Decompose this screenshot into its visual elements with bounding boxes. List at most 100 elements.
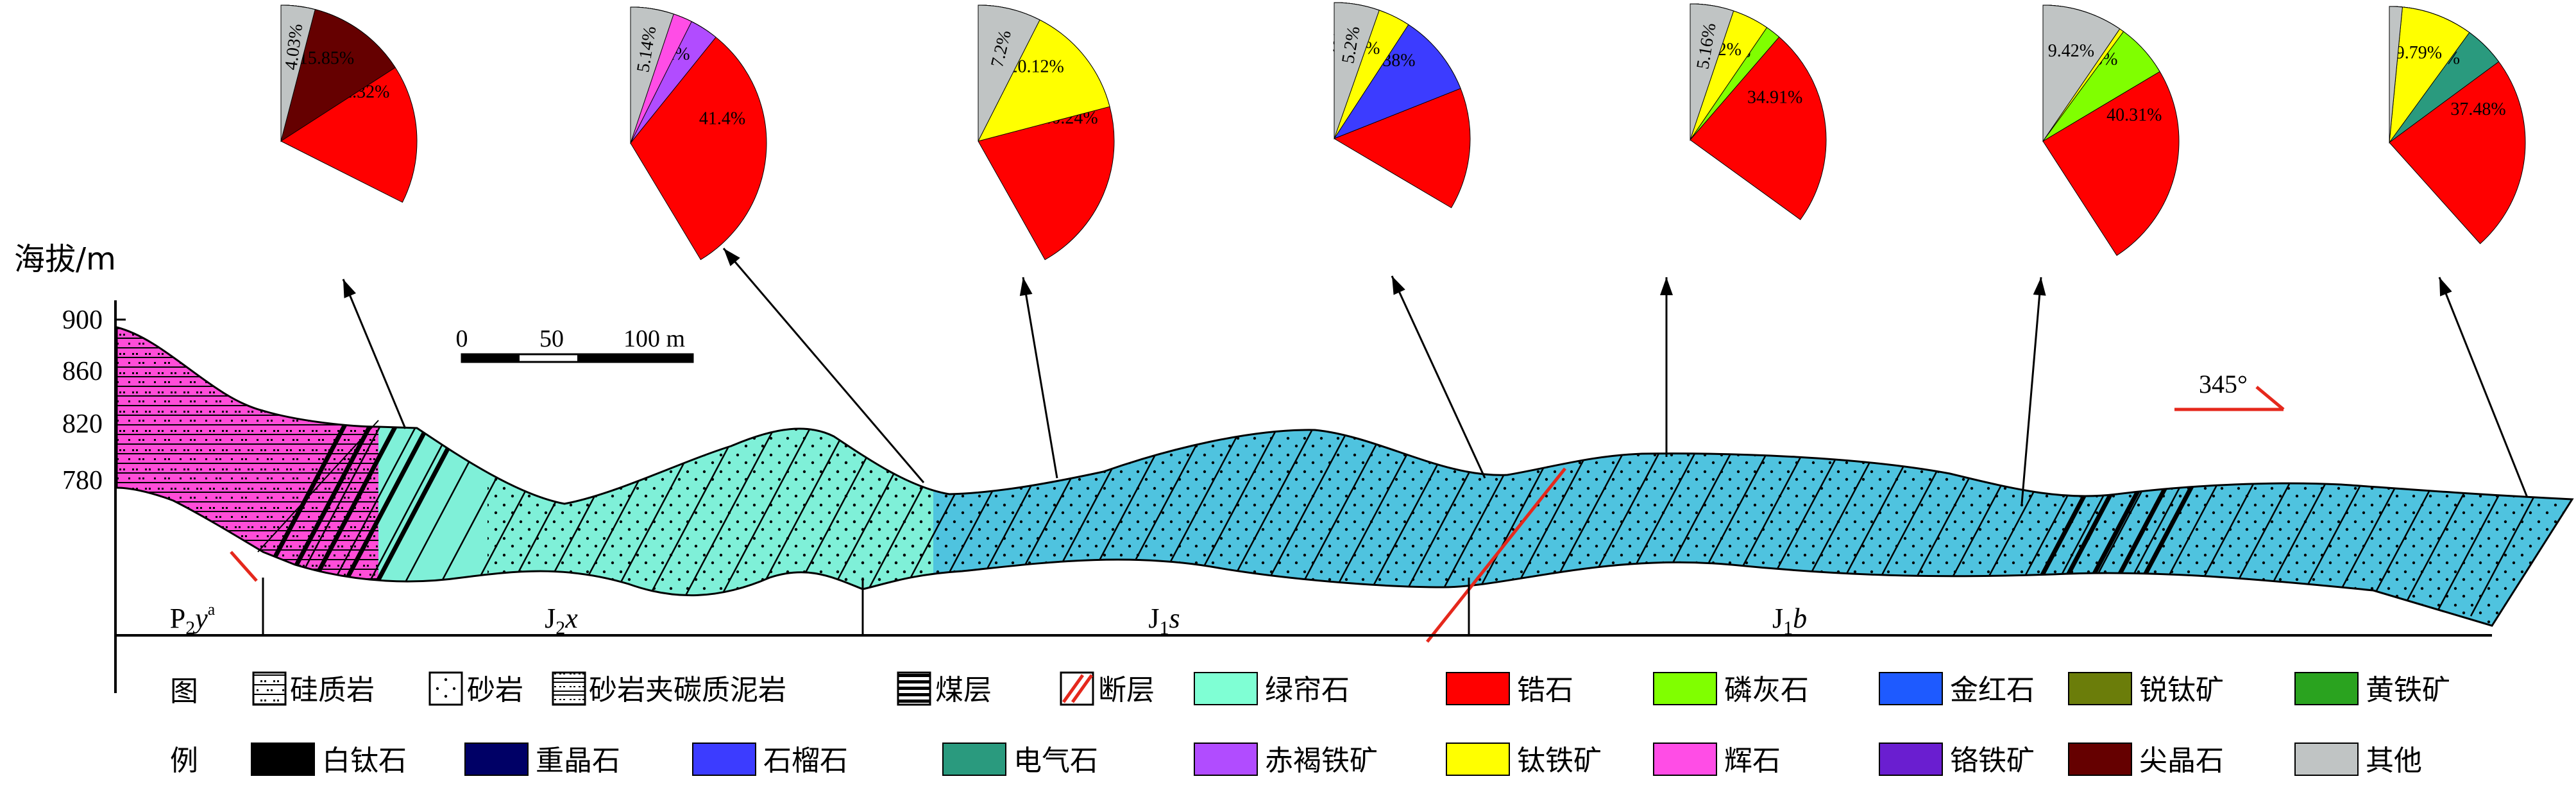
legend-swatch-zircon	[1446, 672, 1510, 705]
legend-swatch-tourmaline	[942, 743, 1006, 776]
legend: 图 例 硅质岩 砂岩 砂岩夹碳质泥岩 煤层 断层 绿帘石 锆石 磷灰石 金红石 锐钛矿 黄…	[170, 671, 2450, 777]
legend-swatch-leucoxene	[251, 743, 315, 776]
legend-label-pyroxene: 辉石	[1724, 744, 1781, 777]
orientation-label: 345°	[2199, 370, 2248, 399]
axis-tick-label: 780	[62, 466, 103, 495]
legend-label-spinel: 尖晶石	[2139, 744, 2224, 777]
fault-line-2	[1426, 467, 1566, 643]
legend-swatch-pyrite	[2294, 672, 2359, 705]
pie-slice-other	[2389, 6, 2403, 143]
formation-label-p2y: P2ya	[170, 600, 216, 639]
leader-line	[342, 279, 407, 429]
legend-title-2: 例	[170, 744, 198, 777]
pie-slice-other	[630, 6, 674, 144]
unit-p2y-silicite	[117, 327, 378, 584]
formation-label-j2x: J2x	[545, 603, 578, 639]
bedding-line	[674, 397, 792, 617]
legend-label-chromite: 铬铁矿	[1950, 744, 2035, 777]
legend-swatch-anatase	[2068, 672, 2132, 705]
legend-silicite-swatch	[252, 671, 287, 706]
fault-line-1	[230, 551, 258, 582]
scale-label-50: 50	[539, 325, 564, 352]
p2y-j2x-contact	[257, 420, 379, 553]
formation-label-j1s: J1s	[1148, 603, 1180, 639]
pie-chart-1: 32.32%11.48%3.38%2.94%7.53%3.21%5.69%2.3…	[278, 4, 418, 203]
section-outline	[115, 326, 2574, 627]
scale-bar: 0 50 100 m	[456, 325, 694, 363]
pie-data-label: 37.48%	[2450, 99, 2505, 119]
legend-swatch-rutile	[1879, 672, 1943, 705]
legend-swatch-apatite	[1653, 672, 1717, 705]
formation-labels: P2ya J2x J1s J1b	[170, 600, 1807, 639]
legend-sandstone-swatch	[428, 671, 463, 706]
leader-line	[722, 248, 925, 483]
legend-silicite-label: 硅质岩	[290, 674, 375, 707]
legend-swatch-other	[2294, 743, 2359, 776]
scale-label-100: 100 m	[623, 325, 685, 352]
orientation-indicator: 345°	[2174, 370, 2285, 411]
pie-chart-7: 37.48%7.64%6.06%3.08%7.92%14.54%7%9.79%	[2387, 6, 2526, 245]
pie-slice-other	[280, 4, 316, 142]
arrow-head	[2033, 277, 2046, 296]
legend-title-1: 图	[170, 675, 198, 708]
legend-label-leucoxene: 白钛石	[322, 744, 407, 777]
pie-slice-other	[1690, 3, 1734, 141]
legend-label-rutile: 金红石	[1950, 674, 2035, 707]
scale-label-0: 0	[456, 325, 468, 352]
arrow-head	[724, 248, 740, 266]
pie-data-label: 34.91%	[1747, 88, 1802, 108]
leader-arrows	[342, 248, 2529, 504]
legend-label-epidote: 绿帘石	[1265, 674, 1350, 707]
arrow-head	[1660, 277, 1673, 295]
legend-label-pyrite: 黄铁矿	[2366, 674, 2450, 707]
pie-charts: 32.32%11.48%3.38%2.94%7.53%3.21%5.69%2.3…	[278, 2, 2526, 261]
legend-label-apatite: 磷灰石	[1724, 674, 1809, 707]
bedding-line	[709, 397, 827, 617]
legend-sandstone-label: 砂岩	[467, 674, 523, 707]
leader-line	[1022, 277, 1058, 479]
axis-tick-label: 820	[62, 409, 103, 439]
geological-section: P2ya J2x J1s J1b	[115, 326, 2574, 643]
legend-coal-label: 煤层	[935, 674, 992, 707]
legend-label-other: 其他	[2366, 744, 2422, 777]
pie-chart-3: 40.24%7.21%6.41%5.21%3.1%20.12%5.51%7.2%	[977, 4, 1115, 261]
arrow-head	[343, 279, 356, 298]
arrow-head	[1392, 276, 1405, 295]
legend-label-ilmenite: 钛铁矿	[1517, 744, 1602, 777]
legend-sand-shale-swatch	[552, 671, 586, 706]
legend-swatch-hematite	[1194, 743, 1258, 776]
leader-line	[2021, 277, 2042, 504]
legend-swatch-ilmenite	[1446, 743, 1510, 776]
legend-coal-swatch	[897, 671, 931, 706]
pie-chart-4: 32.4%11.8%1%6.29%18.38%2.13%4.26%2.9%8.9…	[1329, 2, 1471, 209]
legend-swatch-chromite	[1879, 743, 1943, 776]
legend-label-zircon: 锆石	[1517, 674, 1573, 707]
unit-j1-dots	[834, 385, 2572, 626]
pie-chart-2: 41.4%9.76%2.57%8.75%3.3%7.72%10.81%7.42%…	[627, 6, 767, 261]
legend-swatch-pyroxene	[1653, 743, 1717, 776]
legend-sand-shale-label: 砂岩夹碳质泥岩	[589, 674, 786, 707]
axis-title: 海拔/m	[14, 241, 116, 277]
pie-slice-other	[1334, 2, 1380, 139]
legend-label-garnet: 石榴石	[763, 744, 848, 777]
legend-swatch-garnet	[692, 743, 756, 776]
axis-tick-label: 860	[62, 357, 103, 386]
legend-swatch-spinel	[2068, 743, 2132, 776]
pie-data-label: 9.42%	[2048, 41, 2094, 61]
pie-chart-5: 34.91%11.33%4.53%3.81%9.25%7.71%8.61%9.5…	[1690, 3, 1827, 220]
formation-label-j1b: J1b	[1772, 603, 1807, 639]
elevation-axis: 海拔/m 900 860 820 780	[14, 241, 126, 693]
legend-label-anatase: 锐钛矿	[2139, 674, 2224, 707]
legend-label-barite: 重晶石	[536, 744, 620, 777]
pie-data-label: 41.4%	[699, 108, 745, 128]
axis-tick-label: 900	[62, 305, 103, 335]
legend-swatch-barite	[464, 743, 529, 776]
arrow-head	[2439, 277, 2452, 296]
pie-slice-other	[2042, 4, 2121, 142]
arrow-head	[1019, 277, 1033, 296]
leader-line	[1391, 275, 1486, 479]
pie-slice-other	[978, 4, 1040, 142]
pie-data-label: 40.31%	[2106, 105, 2162, 125]
pie-data-label: 15.85%	[299, 49, 354, 69]
